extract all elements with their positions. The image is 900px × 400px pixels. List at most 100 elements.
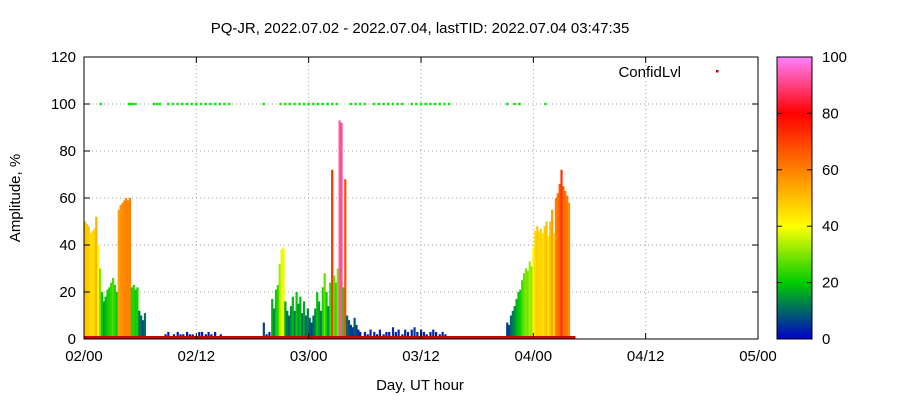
amplitude-bar bbox=[321, 287, 324, 339]
confidence-point bbox=[382, 102, 385, 106]
colorbar: 0 20 40 60 80 100 bbox=[776, 49, 847, 348]
confidence-point bbox=[544, 102, 547, 106]
amplitude-bar bbox=[406, 331, 410, 339]
confidence-points bbox=[99, 102, 547, 106]
amplitude-bar bbox=[123, 200, 126, 339]
amplitude-bar bbox=[295, 292, 298, 339]
amplitude-bar bbox=[509, 315, 513, 339]
x-tick-label: 04/12 bbox=[627, 348, 665, 365]
amplitude-bar bbox=[317, 301, 321, 339]
amplitude-bar bbox=[291, 296, 294, 339]
amplitude-bar bbox=[87, 226, 90, 339]
amplitude-bar bbox=[556, 193, 559, 339]
amplitude-bar bbox=[112, 277, 115, 339]
amplitude-bar bbox=[506, 322, 509, 339]
amplitude-bar bbox=[353, 317, 356, 339]
confidence-point bbox=[433, 102, 437, 106]
colorbar-tick-label: 80 bbox=[822, 105, 839, 122]
amplitude-bar bbox=[288, 315, 291, 339]
confidence-point bbox=[158, 102, 162, 106]
amplitude-bar bbox=[429, 331, 432, 339]
amplitude-bar bbox=[314, 308, 317, 339]
confidence-point bbox=[307, 102, 310, 106]
amplitude-bar bbox=[567, 202, 571, 339]
amplitude-bar bbox=[102, 301, 105, 339]
amplitude-bar bbox=[507, 324, 511, 339]
confidence-point bbox=[195, 102, 198, 106]
confidence-point bbox=[429, 102, 432, 106]
amplitude-bar bbox=[106, 289, 109, 339]
amplitude-bar bbox=[554, 198, 557, 339]
amplitude-bar bbox=[522, 273, 526, 339]
amplitude-bar bbox=[517, 292, 520, 339]
amplitude-bar bbox=[100, 292, 103, 339]
amplitude-bar bbox=[346, 315, 349, 339]
amplitude-bar bbox=[545, 221, 548, 339]
amplitude-bar bbox=[301, 313, 304, 339]
x-tick-label: 02/12 bbox=[178, 348, 216, 365]
confidence-point bbox=[218, 102, 221, 106]
amplitude-bar bbox=[134, 289, 137, 339]
amplitude-bar bbox=[97, 245, 100, 339]
amplitude-bar bbox=[130, 287, 133, 339]
amplitude-bar bbox=[560, 169, 563, 339]
y-axis-label: Amplitude, % bbox=[7, 154, 24, 242]
amplitude-bar bbox=[286, 310, 289, 339]
amplitude-bar bbox=[422, 331, 426, 339]
confidence-point bbox=[213, 102, 217, 106]
amplitude-bar bbox=[91, 230, 94, 339]
confidence-point bbox=[391, 102, 395, 106]
amplitude-bar bbox=[340, 122, 343, 339]
amplitude-bar bbox=[273, 308, 276, 339]
amplitude-bar bbox=[110, 282, 113, 339]
amplitude-bar bbox=[297, 303, 300, 339]
colorbar-rect bbox=[776, 56, 813, 340]
amplitude-bar bbox=[312, 315, 315, 339]
amplitude-bar bbox=[530, 266, 533, 339]
amplitude-bar bbox=[302, 301, 306, 339]
amplitude-bar bbox=[378, 329, 382, 339]
amplitude-bar bbox=[351, 327, 354, 339]
amplitude-bar bbox=[519, 289, 522, 339]
amplitude-bar bbox=[515, 299, 518, 339]
amplitude-bar bbox=[331, 169, 334, 339]
confidence-point bbox=[396, 102, 399, 106]
confidence-point bbox=[419, 102, 423, 106]
confidence-point bbox=[185, 102, 189, 106]
grid-lines bbox=[84, 57, 758, 339]
amplitude-bar bbox=[416, 331, 419, 339]
amplitude-bar bbox=[214, 331, 217, 339]
amplitude-bar bbox=[89, 233, 92, 339]
amplitude-bar bbox=[200, 331, 204, 339]
amplitude-bar bbox=[359, 331, 362, 339]
amplitude-bar bbox=[537, 230, 541, 339]
amplitude-bar bbox=[271, 299, 274, 339]
amplitude-bar bbox=[404, 329, 407, 339]
amplitude-bar bbox=[394, 331, 397, 339]
confidence-point bbox=[349, 102, 352, 106]
confidence-point bbox=[518, 102, 521, 106]
amplitude-bar bbox=[280, 249, 283, 339]
confidence-point bbox=[321, 102, 324, 106]
amplitude-bar bbox=[336, 268, 339, 339]
amplitude-bar bbox=[167, 331, 170, 339]
amplitude-bar bbox=[524, 268, 528, 339]
amplitude-bar bbox=[558, 183, 561, 339]
amplitude-bar bbox=[282, 247, 285, 339]
amplitude-bar bbox=[289, 306, 293, 339]
confidence-point bbox=[358, 102, 362, 106]
amplitude-bar bbox=[119, 205, 122, 339]
amplitude-bar bbox=[566, 195, 569, 339]
amplitude-bar bbox=[397, 329, 400, 339]
amplitude-bar bbox=[198, 331, 201, 339]
colorbar-tick-label: 0 bbox=[822, 331, 830, 348]
confidence-point bbox=[443, 102, 446, 106]
amplitude-bar bbox=[316, 292, 319, 339]
colorbar-tick-label: 100 bbox=[822, 49, 847, 66]
amplitude-bar bbox=[513, 306, 516, 339]
amplitude-bar bbox=[344, 179, 347, 339]
y-tick-label: 80 bbox=[59, 143, 76, 160]
confidence-point bbox=[209, 102, 212, 106]
confidence-point bbox=[227, 102, 231, 106]
amplitude-bar bbox=[141, 320, 145, 339]
